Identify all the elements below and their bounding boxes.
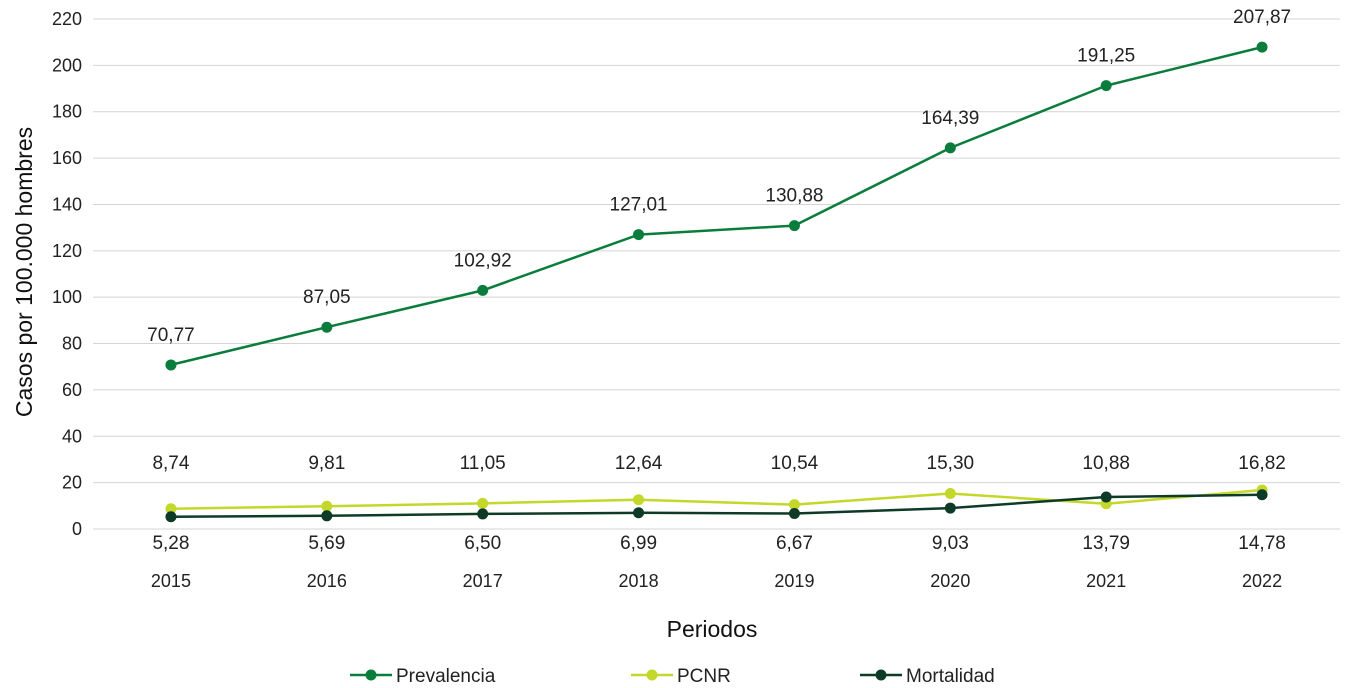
- legend-item-pcnr: PCNR: [631, 666, 731, 687]
- data-point-prevalencia: [165, 359, 177, 371]
- data-label-pcnr: 8,74: [152, 453, 189, 474]
- data-point-pcnr: [633, 494, 645, 506]
- data-label-mortalidad: 14,78: [1238, 533, 1286, 554]
- data-label-prevalencia: 87,05: [303, 287, 351, 308]
- data-point-mortalidad: [633, 507, 645, 519]
- data-point-prevalencia: [633, 229, 645, 241]
- data-point-pcnr: [944, 488, 956, 500]
- series-line-mortalidad: [170, 493, 1263, 519]
- data-point-prevalencia: [1256, 41, 1268, 53]
- legend-marker: [365, 669, 377, 681]
- gridlines: [93, 18, 1340, 530]
- x-tick-label: 2015: [151, 571, 191, 591]
- y-tick-label: 0: [72, 519, 82, 539]
- data-label-mortalidad: 5,69: [308, 533, 345, 554]
- data-label-pcnr: 11,05: [460, 453, 506, 474]
- y-tick-label: 100: [52, 287, 82, 307]
- x-tick-label: 2021: [1086, 571, 1126, 591]
- legend: Prevalencia PCNR Mortalidad: [350, 666, 995, 687]
- data-point-prevalencia: [944, 142, 956, 154]
- y-tick-label: 180: [52, 102, 82, 122]
- data-point-prevalencia: [788, 220, 800, 232]
- data-label-prevalencia: 164,39: [921, 108, 979, 129]
- legend-item-prevalencia: Prevalencia: [350, 666, 496, 687]
- legend-label: Mortalidad: [906, 666, 995, 687]
- x-axis-title: Periodos: [667, 616, 758, 642]
- data-point-prevalencia: [477, 284, 489, 296]
- data-label-prevalencia: 127,01: [610, 195, 668, 216]
- x-tick-label: 2018: [619, 571, 659, 591]
- data-label-mortalidad: 5,28: [152, 533, 189, 554]
- x-tick-label: 2017: [463, 571, 503, 591]
- data-label-pcnr: 15,30: [927, 453, 975, 474]
- x-tick-label: 2016: [307, 571, 347, 591]
- x-tick-label: 2020: [930, 571, 970, 591]
- data-point-prevalencia: [1100, 80, 1112, 92]
- data-point-prevalencia: [321, 321, 333, 333]
- legend-label: PCNR: [677, 666, 731, 687]
- data-label-pcnr: 9,81: [308, 453, 345, 474]
- data-label-mortalidad: 6,99: [620, 533, 657, 554]
- series-line-prevalencia: [170, 45, 1263, 367]
- data-point-pcnr: [321, 500, 333, 512]
- legend-item-mortalidad: Mortalidad: [860, 666, 995, 687]
- series-line-pcnr: [170, 488, 1263, 510]
- y-tick-label: 20: [62, 473, 82, 493]
- y-tick-label: 40: [62, 426, 82, 446]
- y-tick-label: 120: [52, 241, 82, 261]
- data-point-pcnr: [165, 503, 177, 515]
- data-point-pcnr: [477, 497, 489, 509]
- data-point-mortalidad: [944, 502, 956, 514]
- data-label-pcnr: 12,64: [615, 453, 663, 474]
- x-axis-ticks: 2015 2016 2017 2018 2019 2020 2021 2022: [151, 571, 1282, 591]
- data-point-mortalidad: [321, 510, 333, 522]
- y-tick-label: 140: [52, 194, 82, 214]
- y-tick-label: 160: [52, 148, 82, 168]
- legend-label: Prevalencia: [396, 666, 496, 687]
- y-tick-label: 220: [52, 9, 82, 29]
- data-label-prevalencia: 191,25: [1077, 46, 1135, 67]
- data-label-mortalidad: 13,79: [1082, 533, 1130, 554]
- y-tick-label: 200: [52, 55, 82, 75]
- data-label-mortalidad: 6,67: [776, 533, 813, 554]
- y-tick-label: 80: [62, 334, 82, 354]
- legend-marker: [646, 669, 658, 681]
- x-tick-label: 2019: [774, 571, 814, 591]
- data-label-mortalidad: 9,03: [932, 533, 969, 554]
- data-label-pcnr: 10,54: [771, 453, 819, 474]
- y-tick-label: 60: [62, 380, 82, 400]
- data-point-pcnr: [788, 499, 800, 511]
- data-label-pcnr: 16,82: [1238, 453, 1286, 474]
- series-lines: [165, 41, 1268, 523]
- data-labels: 70,77 87,05 102,92 127,01 130,88 164,39 191,25…: [147, 7, 1291, 554]
- data-point-mortalidad: [1100, 491, 1112, 503]
- data-label-prevalencia: 70,77: [147, 325, 195, 346]
- data-point-mortalidad: [165, 511, 177, 523]
- data-point-mortalidad: [1256, 489, 1268, 501]
- data-label-prevalencia: 130,88: [765, 186, 823, 207]
- data-label-prevalencia: 207,87: [1233, 7, 1291, 28]
- data-label-prevalencia: 102,92: [454, 250, 512, 271]
- legend-marker: [875, 669, 887, 681]
- data-point-mortalidad: [477, 508, 489, 520]
- data-label-mortalidad: 6,50: [464, 533, 501, 554]
- y-axis-ticks: 0 20 40 60 80 100 120 140 160 180 200 220: [52, 9, 82, 539]
- data-label-pcnr: 10,88: [1082, 453, 1130, 474]
- data-point-mortalidad: [788, 508, 800, 520]
- y-axis-title: Casos por 100.000 hombres: [11, 127, 37, 417]
- x-tick-label: 2022: [1242, 571, 1282, 591]
